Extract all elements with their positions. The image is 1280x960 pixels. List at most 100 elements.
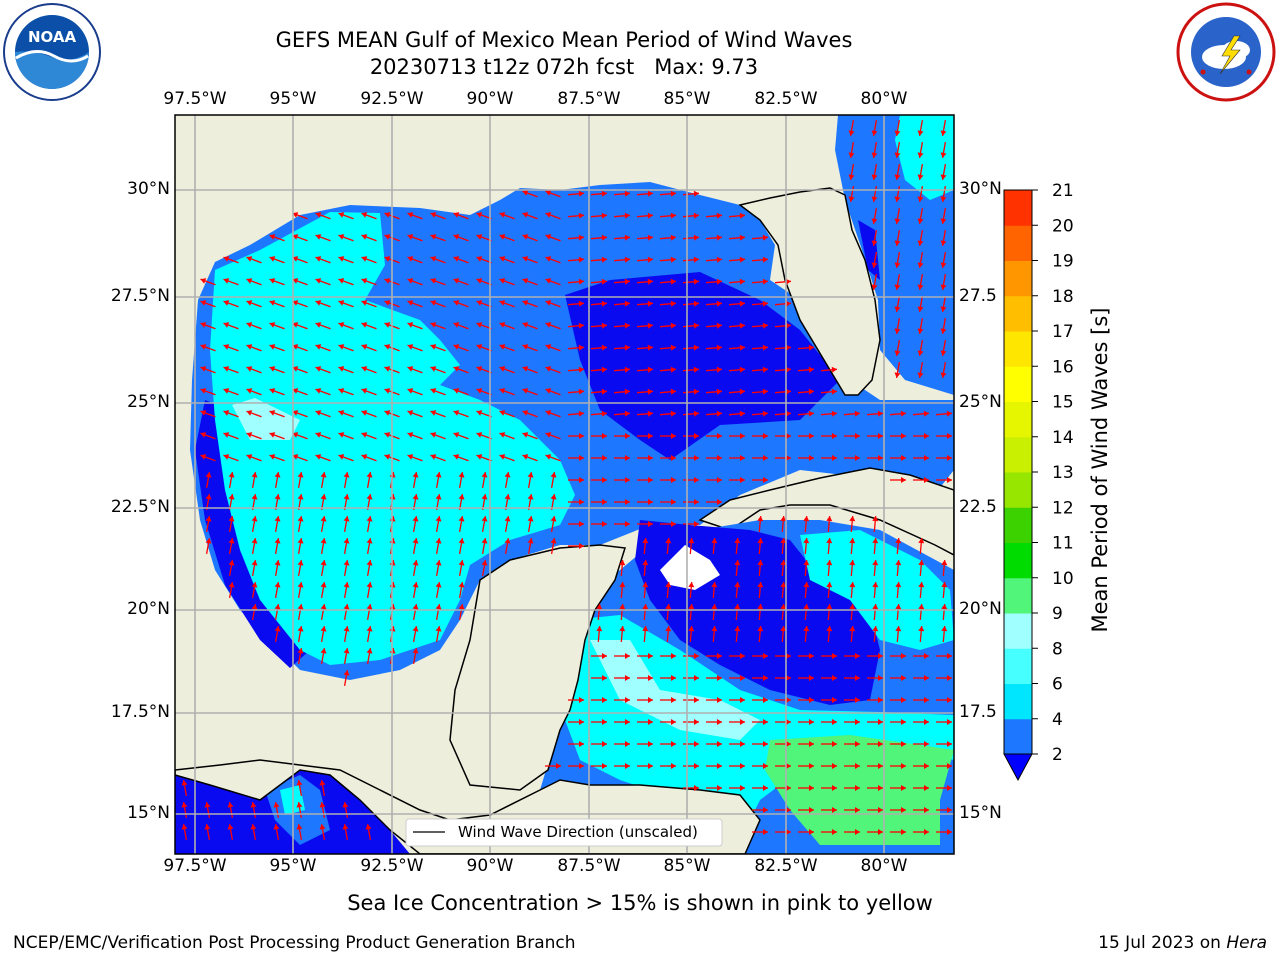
- wind-arrow: [527, 538, 534, 554]
- wind-arrow: [867, 763, 883, 769]
- wind-arrow: [894, 274, 901, 290]
- wind-arrow: [798, 455, 814, 461]
- wind-arrow: [728, 322, 746, 329]
- wind-arrow: [894, 230, 901, 246]
- wind-arrow: [181, 780, 188, 796]
- wind-arrow: [338, 212, 354, 220]
- wind-arrow: [343, 516, 350, 532]
- wind-arrow: [688, 625, 695, 643]
- wind-arrow: [637, 433, 653, 439]
- wind-arrow: [752, 455, 768, 461]
- wind-arrow: [522, 432, 538, 440]
- wind-arrow: [660, 741, 676, 747]
- wind-arrow: [297, 538, 304, 554]
- wind-arrow: [757, 537, 764, 555]
- wind-arrow: [936, 763, 952, 769]
- wind-arrow: [499, 410, 515, 418]
- wind-arrow: [412, 538, 419, 554]
- wind-arrow: [729, 763, 745, 769]
- wind-arrow: [228, 516, 235, 532]
- wind-arrow: [636, 410, 654, 417]
- colorbar-segment: [1004, 718, 1032, 755]
- wind-arrow: [228, 472, 235, 488]
- wind-arrow: [453, 410, 469, 418]
- wind-arrow: [917, 362, 924, 378]
- wind-arrow: [682, 212, 700, 219]
- wind-arrow: [798, 741, 814, 747]
- wind-arrow: [458, 538, 465, 554]
- wind-arrow: [936, 741, 952, 747]
- wind-arrow: [872, 625, 879, 643]
- wind-arrow: [821, 455, 837, 461]
- wind-arrow: [545, 190, 561, 198]
- wind-arrow: [614, 675, 630, 681]
- wind-arrow: [458, 604, 465, 620]
- wind-arrow: [706, 477, 722, 483]
- wind-arrow: [705, 234, 723, 241]
- wind-arrow: [894, 142, 901, 158]
- lat-tick-label-left: 20°N: [127, 599, 170, 619]
- yucatan-land: [449, 544, 626, 791]
- wind-arrow: [890, 675, 906, 681]
- wind-arrow: [936, 719, 952, 725]
- wind-arrow: [752, 763, 768, 769]
- lon-tick-label-bottom: 92.5°W: [360, 856, 424, 876]
- wind-arrow: [550, 516, 557, 532]
- wind-arrow: [614, 433, 630, 439]
- wind-arrow: [637, 521, 653, 527]
- wind-arrow: [251, 472, 258, 488]
- wind-arrow: [545, 322, 561, 330]
- wind-arrow: [751, 410, 769, 417]
- colorbar-tick-label: 2: [1052, 745, 1063, 765]
- wind-arrow: [246, 278, 262, 286]
- wind-arrow: [315, 300, 331, 308]
- wind-arrow: [752, 719, 768, 725]
- wind-arrow: [894, 296, 901, 312]
- colorbar-segment: [1004, 225, 1032, 261]
- wind-arrow: [274, 560, 281, 576]
- wind-arrow: [614, 521, 630, 527]
- wind-arrow: [246, 300, 262, 308]
- wind-arrow: [637, 675, 653, 681]
- wind-arrow: [481, 560, 488, 576]
- wind-arrow: [728, 388, 746, 395]
- wind-arrow: [894, 362, 901, 378]
- wind-arrow: [682, 234, 700, 241]
- wind-arrow: [338, 322, 354, 330]
- wind-arrow: [798, 829, 814, 835]
- wind-arrow: [567, 300, 585, 307]
- wind-arrow: [338, 344, 354, 352]
- lat-tick-label-right: 20°N: [959, 599, 1002, 619]
- wind-arrow: [751, 366, 769, 373]
- wind-arrow: [642, 625, 649, 643]
- wind-arrow: [361, 432, 377, 440]
- wind-arrow: [844, 697, 860, 703]
- wind-arrow: [545, 388, 561, 396]
- lon-tick-label-top: 95°W: [269, 89, 317, 109]
- wind-arrow: [613, 366, 631, 373]
- wind-arrow: [246, 322, 262, 330]
- wind-arrow: [613, 344, 631, 351]
- wind-arrow: [613, 300, 631, 307]
- wind-arrow: [338, 278, 354, 286]
- wind-arrow: [545, 344, 561, 352]
- wind-arrow: [665, 603, 672, 621]
- wind-arrow: [361, 300, 377, 308]
- wind-arrow: [476, 234, 492, 242]
- wind-arrow: [227, 802, 234, 818]
- wind-arrow: [665, 625, 672, 643]
- wind-arrow: [568, 543, 584, 549]
- wind-arrow: [412, 648, 419, 664]
- colorbar-segment: [1004, 295, 1032, 332]
- wind-arrow: [545, 212, 561, 220]
- wind-arrow: [844, 455, 860, 461]
- wind-arrow: [545, 300, 561, 308]
- wind-arrow: [435, 560, 442, 576]
- wind-arrow: [843, 410, 861, 417]
- wind-arrow: [590, 388, 608, 395]
- wind-arrow: [849, 603, 856, 621]
- wind-arrow: [522, 190, 538, 198]
- wind-arrow: [642, 603, 649, 621]
- wind-arrow: [826, 603, 833, 621]
